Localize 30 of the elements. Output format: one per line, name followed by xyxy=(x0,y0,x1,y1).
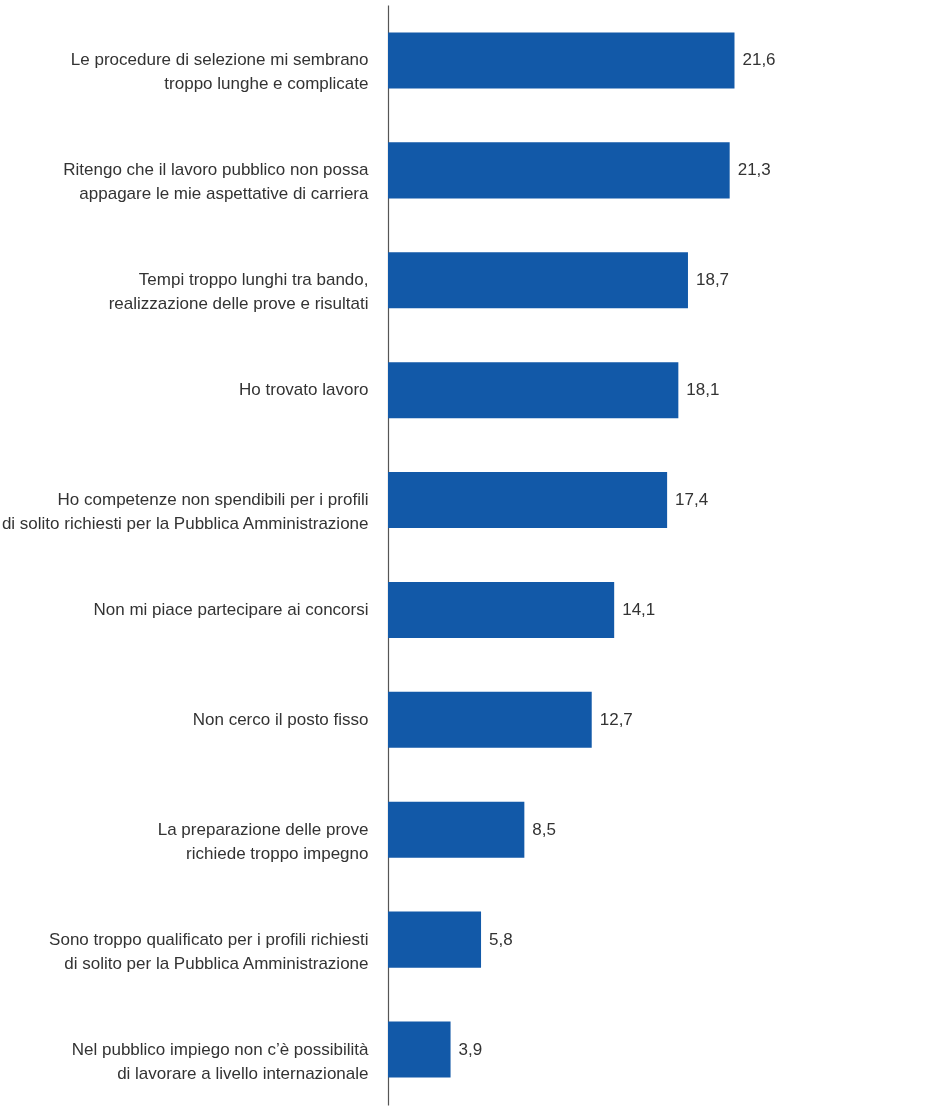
y-tick-label: La preparazione delle prove richiede troppo impegno xyxy=(157,819,369,863)
y-tick-label: Ritengo che il lavoro pubblico non possa appagare le mie aspettative di carriera xyxy=(63,160,370,204)
bar xyxy=(388,472,668,529)
y-tick-label: Non mi piace partecipare ai concorsi xyxy=(93,599,369,619)
bar xyxy=(388,362,679,419)
data-label: 5,8 xyxy=(489,929,513,949)
y-tick-label: Le procedure di selezione mi sembrano troppo lunghe e complicate xyxy=(70,50,369,94)
bar xyxy=(388,32,735,89)
data-label: 21,6 xyxy=(742,50,776,70)
bar xyxy=(388,142,730,199)
data-label: 17,4 xyxy=(675,490,709,510)
y-tick-label: Ho trovato lavoro xyxy=(239,380,369,400)
data-label: 21,3 xyxy=(737,160,771,180)
data-label: 18,7 xyxy=(695,270,730,290)
bar xyxy=(388,691,592,748)
bar xyxy=(388,252,688,309)
bar xyxy=(388,911,482,968)
data-label: 14,1 xyxy=(622,599,656,619)
y-tick-label: Ho competenze non spendibili per i profili di solito richiesti per la Pubblica Amministrazione xyxy=(1,490,369,534)
y-tick-label: Non cerco il posto fisso xyxy=(192,709,369,729)
data-label: 12,7 xyxy=(599,709,633,729)
data-label: 18,1 xyxy=(686,380,720,400)
bar xyxy=(388,581,615,638)
y-tick-label: Tempi troppo lunghi tra bando, realizzazione delle prove e risultati xyxy=(108,270,369,314)
bar xyxy=(388,1021,451,1078)
data-label: 8,5 xyxy=(532,819,556,839)
y-tick-label: Nel pubblico impiego non c’è possibilità di lavorare a livello internazionale xyxy=(71,1039,370,1083)
data-label: 3,9 xyxy=(458,1039,483,1059)
bar xyxy=(388,801,525,858)
y-tick-label: Sono troppo qualificato per i profili richiesti di solito per la Pubblica Amministrazione xyxy=(49,929,369,973)
